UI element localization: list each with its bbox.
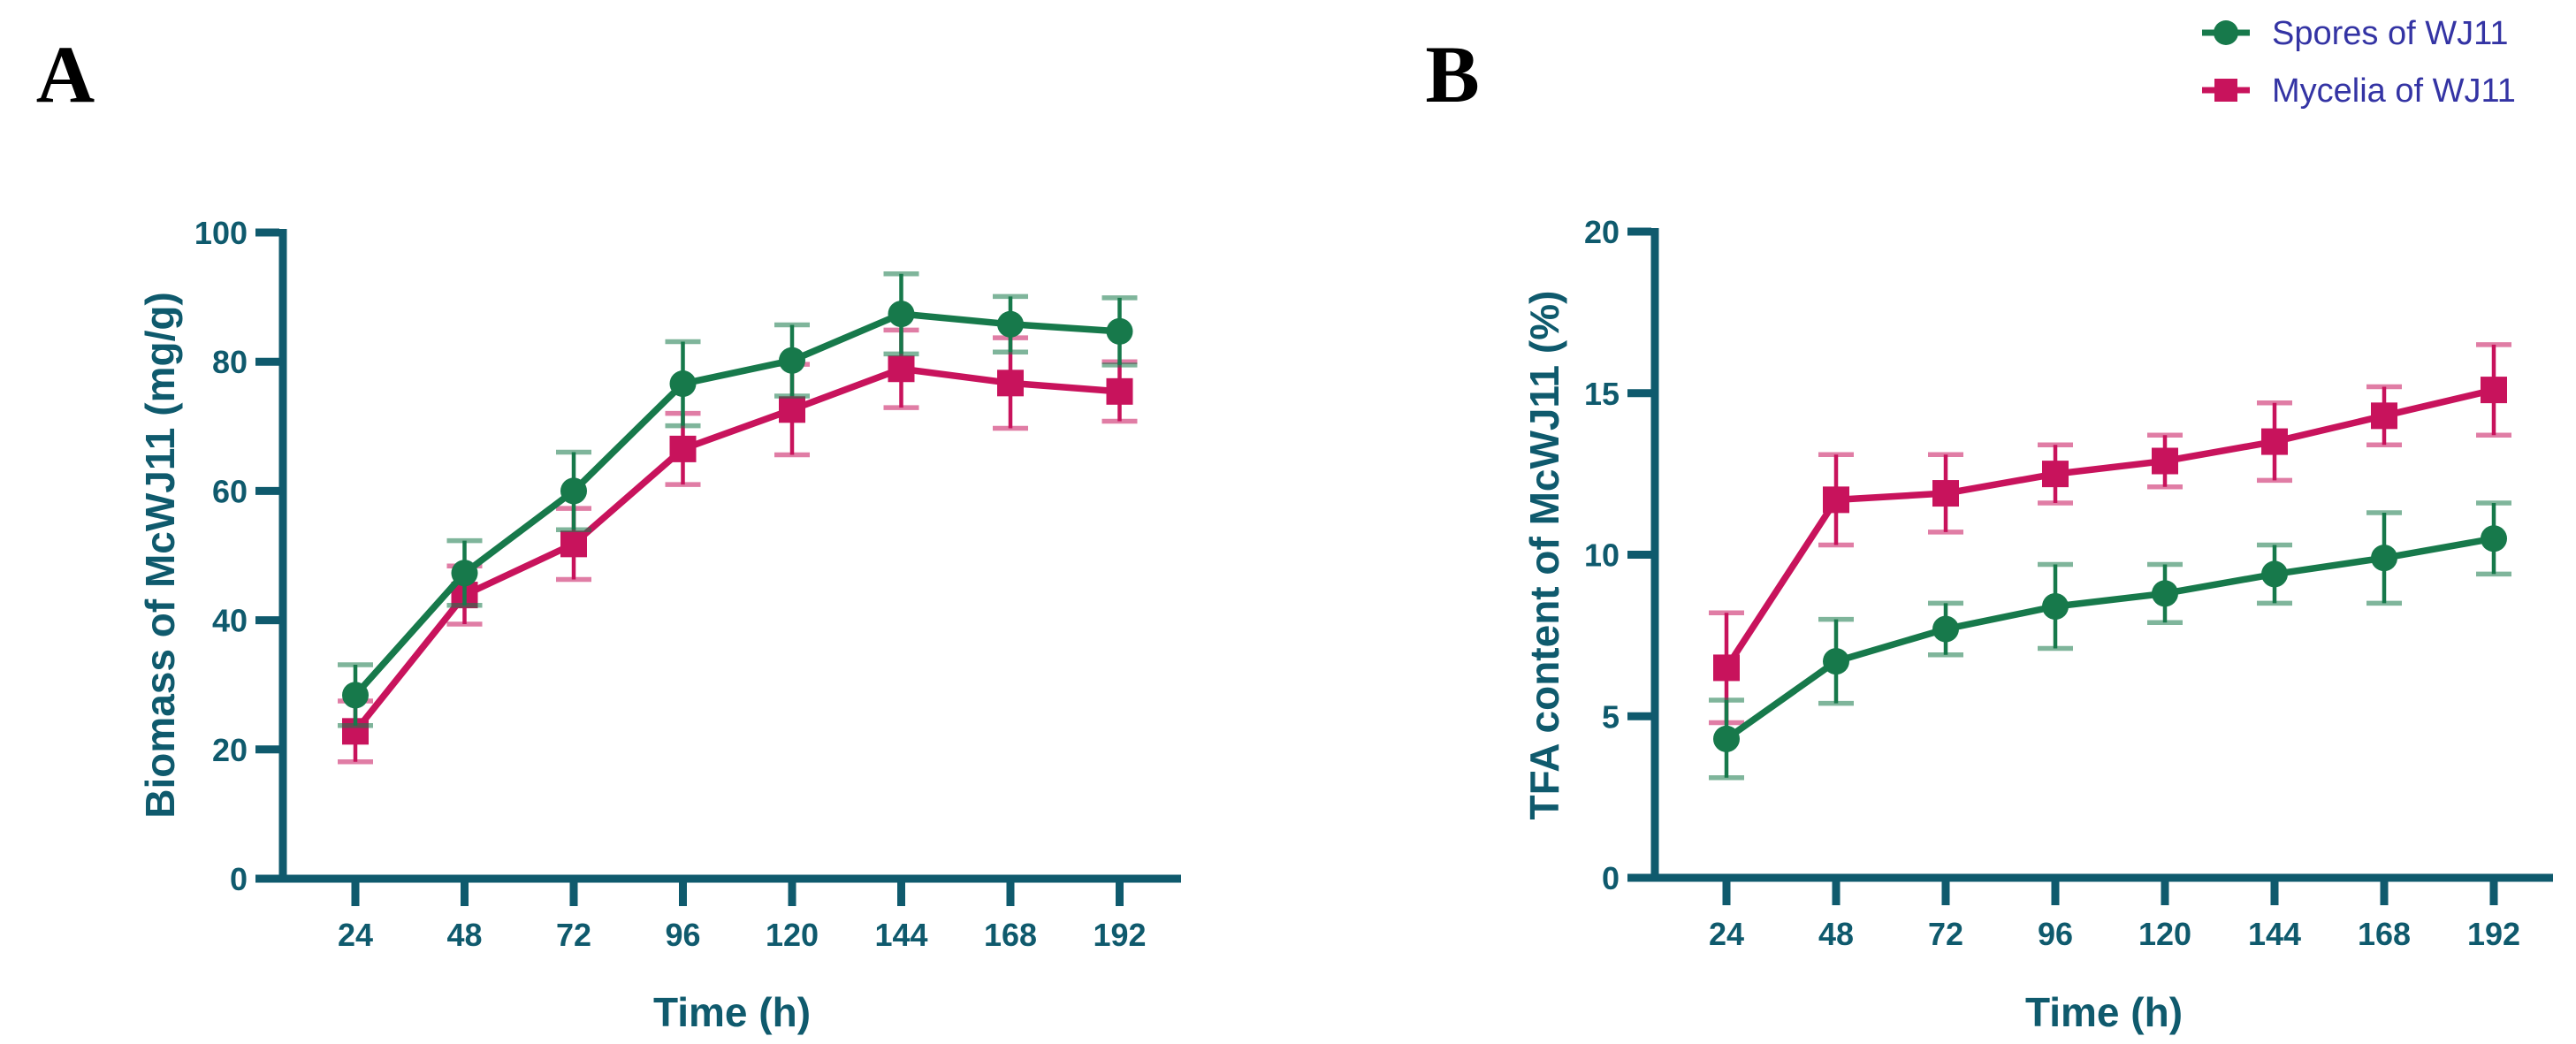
data-point-square [2042,461,2069,488]
x-tick-label: 96 [2038,916,2073,952]
x-tick-label: 72 [1928,916,1963,952]
data-point-square [888,355,915,383]
legend-square-marker-icon [2214,79,2237,102]
legend: Spores of WJ11 Mycelia of WJ11 [2202,15,2516,110]
x-tick-label: 48 [446,917,482,953]
y-tick-label: 0 [1602,860,1620,896]
panel-a: 0 20 40 60 80 100 24 48 72 96 120 144 168 192 A Biomass… [36,29,1181,1035]
data-point-circle [2261,560,2288,588]
y-tick-label: 60 [212,473,248,509]
series-line [353,365,1120,734]
data-point-circle [342,682,369,709]
y-tick-label: 80 [212,344,248,380]
data-point-square [1713,654,1740,682]
panel-letter: A [36,29,95,119]
x-tick-label: 120 [2138,916,2191,952]
x-tick-label: 24 [1709,916,1744,952]
x-tick-label: 144 [2248,916,2301,952]
data-point-circle [2371,545,2397,572]
data-point-square [560,530,587,558]
data-point-square [669,435,697,462]
x-tick-label: 192 [2467,916,2520,952]
series-spores-of-wj11 [1709,500,2511,781]
data-point-square [2481,377,2507,404]
data-point-circle [997,310,1024,338]
legend-circle-marker-icon [2214,20,2238,45]
series-mycelia-of-wj11 [1709,342,2511,726]
series-line [1723,386,2495,670]
data-point-circle [669,370,697,398]
data-point-square [2371,402,2397,430]
y-tick-label: 20 [1584,214,1620,250]
y-tick-label: 40 [212,603,248,639]
data-point-circle [779,347,805,374]
data-point-circle [2152,580,2178,607]
data-point-square [997,370,1024,397]
data-point-circle [2481,525,2507,552]
data-point-circle [451,560,478,587]
series-mycelia-of-wj11 [338,327,1138,765]
y-tick-label: 5 [1602,698,1620,735]
data-point-square [1823,486,1849,514]
data-point-circle [1823,648,1849,675]
x-tick-label: 192 [1093,917,1146,953]
x-tick-label: 144 [874,917,927,953]
data-point-circle [1106,317,1133,345]
data-point-circle [888,301,915,328]
y-tick-label: 10 [1584,537,1620,574]
x-tick-label: 168 [984,917,1037,953]
series-spores-of-wj11 [338,271,1138,728]
x-tick-label: 48 [1818,916,1854,952]
data-point-circle [560,477,587,505]
data-point-square [1932,480,1959,507]
x-tick-label: 168 [2358,916,2411,952]
series-line [353,310,1120,697]
data-point-circle [2042,592,2069,620]
x-tick-label: 24 [338,917,373,953]
y-axis-title: Biomass of McWJ11 (mg/g) [137,292,183,819]
y-tick-label: 15 [1584,376,1620,412]
legend-label: Mycelia of WJ11 [2272,72,2516,110]
y-tick-label: 100 [194,215,248,251]
data-point-square [2152,447,2178,475]
data-point-circle [1713,725,1740,752]
series-line [1724,535,2495,742]
legend-item: Mycelia of WJ11 [2202,72,2516,110]
legend-item: Spores of WJ11 [2202,15,2509,52]
x-tick-label: 72 [556,917,591,953]
panel-b: 0 5 10 15 20 24 48 72 96 120 144 168 192 B TFA content… [1425,29,2553,1035]
legend-label: Spores of WJ11 [2272,15,2509,52]
y-tick-label: 0 [230,861,248,897]
y-tick-label: 20 [212,732,248,768]
data-point-square [1106,377,1133,405]
y-axis-title: TFA content of McWJ11 (%) [1521,291,1567,820]
x-axis-title: Time (h) [2025,989,2183,1035]
data-point-square [779,396,805,423]
panel-letter: B [1425,29,1479,119]
data-point-square [2261,428,2288,455]
x-tick-label: 96 [665,917,700,953]
data-point-circle [1932,615,1959,643]
x-tick-label: 120 [766,917,819,953]
x-axis-title: Time (h) [653,989,811,1035]
